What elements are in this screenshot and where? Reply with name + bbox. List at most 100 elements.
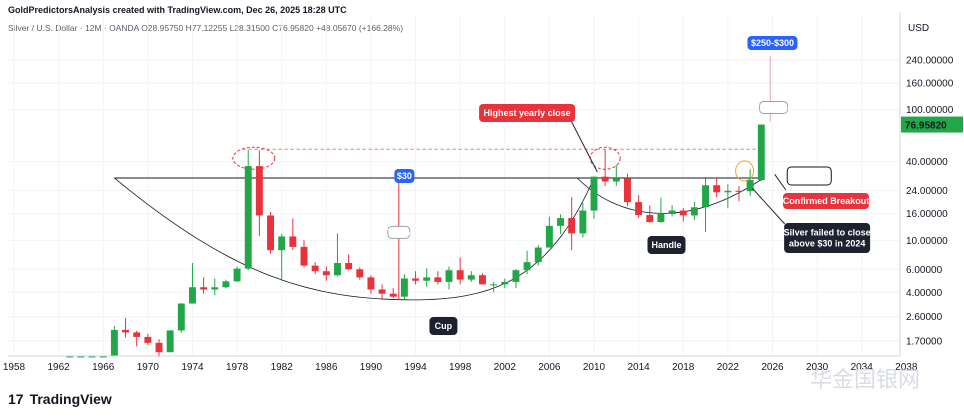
y-tick-label: 40.00000 <box>906 157 948 168</box>
candle-body <box>222 281 230 288</box>
candle-body <box>735 190 743 192</box>
x-tick-label: 1998 <box>449 362 472 373</box>
last-price-label: 76.95820 <box>905 121 947 132</box>
range-label-box <box>786 166 832 186</box>
tradingview-logo[interactable]: 17 TradingView <box>8 391 112 407</box>
candle-body <box>400 278 408 297</box>
y-tick-label: 160.00000 <box>906 79 954 90</box>
breakout-circle <box>735 160 755 182</box>
y-tick-label: 100.00000 <box>906 105 954 116</box>
candle-body <box>601 176 609 182</box>
x-tick-label: 1978 <box>226 362 249 373</box>
failed-note-text: above $30 in 2024 <box>789 239 866 249</box>
candle-body <box>88 356 96 358</box>
candle-body <box>423 277 431 281</box>
brand-name: TradingView <box>29 391 112 407</box>
candle-body <box>412 278 419 281</box>
x-tick-label: 2018 <box>672 362 695 373</box>
candle-body <box>668 210 676 214</box>
time-axis[interactable]: 1958 1962 1966 1970 1974 1978 1982 1986 1990 1994… <box>3 355 918 373</box>
y-tick-label: 1.70000 <box>906 336 943 347</box>
candle-body <box>501 281 509 285</box>
candle-body <box>255 166 263 216</box>
confirmed-breakout-box <box>783 193 869 209</box>
y-tick-label: 240.00000 <box>906 56 954 67</box>
highest-close-text: Highest yearly close <box>484 108 571 118</box>
candle-body <box>166 330 174 353</box>
y-tick-label: 2.60000 <box>906 312 943 323</box>
candle-body <box>713 185 721 193</box>
x-tick-label: 1962 <box>47 362 70 373</box>
highest-pointer <box>571 121 598 173</box>
symbol-info: Silver / U.S. Dollar · 12M · OANDA O28.9… <box>8 23 404 33</box>
handle-label-box <box>647 236 686 254</box>
candle-body <box>456 270 464 280</box>
candle-body <box>679 210 687 216</box>
candle-body <box>367 277 375 290</box>
x-tick-label: 1990 <box>360 362 383 373</box>
candle-body <box>512 270 520 282</box>
target-pct-text: >700% <box>759 102 787 112</box>
candle-body <box>579 210 587 234</box>
resistance-label-text: $30 <box>397 171 412 181</box>
x-tick-label: 2030 <box>806 362 829 373</box>
target-label-text: $250-$300 <box>751 38 794 48</box>
target-label-box <box>747 36 798 50</box>
candle-body <box>378 289 386 294</box>
failed-note-text: Silver failed to close <box>784 228 871 238</box>
candle-body <box>590 176 598 211</box>
tradingview-logo-icon: 17 <box>8 391 24 407</box>
y-tick-label: 4.00000 <box>906 288 943 299</box>
candle-body <box>690 207 698 216</box>
candle-body <box>534 247 542 263</box>
candle-body <box>746 180 754 192</box>
chart-credit: GoldPredictorsAnalysis created with Trad… <box>8 5 347 15</box>
candle-body <box>110 329 118 357</box>
x-tick-label: 1970 <box>137 362 160 373</box>
candle-body <box>389 293 397 297</box>
candle-body <box>624 178 631 203</box>
x-tick-label: 1974 <box>181 362 204 373</box>
x-tick-label: 2010 <box>583 362 606 373</box>
candle-body <box>244 166 252 269</box>
price-axis[interactable]: USD 240.00000 160.00000 100.00000 40.00000 24… <box>899 0 964 356</box>
failed-pointer <box>752 187 786 225</box>
candle-body <box>122 329 129 333</box>
candle-body <box>479 275 486 285</box>
candle-body <box>724 190 732 193</box>
candle-body <box>434 277 442 282</box>
axis-bg <box>900 0 964 356</box>
pattern-overlays <box>114 55 771 301</box>
failed-note-box <box>784 223 871 253</box>
candle-body <box>267 215 274 251</box>
candle-body <box>133 332 141 337</box>
candles <box>66 124 765 358</box>
highest-close-box <box>479 104 576 122</box>
candle-body <box>568 218 576 234</box>
candle-body <box>311 265 319 272</box>
candle-body <box>66 356 74 358</box>
y-tick-label: 24.00000 <box>906 186 948 197</box>
watermark-logo: 华金国银网 <box>810 368 921 393</box>
candle-body <box>545 225 553 248</box>
cup-curve <box>114 177 595 301</box>
gain-label-box <box>387 225 411 239</box>
candle-body <box>322 271 330 276</box>
x-tick-label: 2026 <box>761 362 784 373</box>
candle-body <box>356 269 364 278</box>
candle-body <box>467 275 475 280</box>
candle-body <box>155 342 163 353</box>
target-pct-box <box>759 100 789 114</box>
candle-body <box>757 124 765 180</box>
candle-body <box>289 236 297 247</box>
candle-body <box>490 284 498 286</box>
candle-body <box>144 336 152 343</box>
x-tick-label: 1986 <box>315 362 338 373</box>
resistance-label-box <box>394 168 415 183</box>
x-tick-label: 2002 <box>494 362 517 373</box>
candle-body <box>635 202 643 216</box>
cup-label-box <box>429 317 458 335</box>
candle-body <box>233 268 241 282</box>
x-tick-label: 2014 <box>627 362 650 373</box>
